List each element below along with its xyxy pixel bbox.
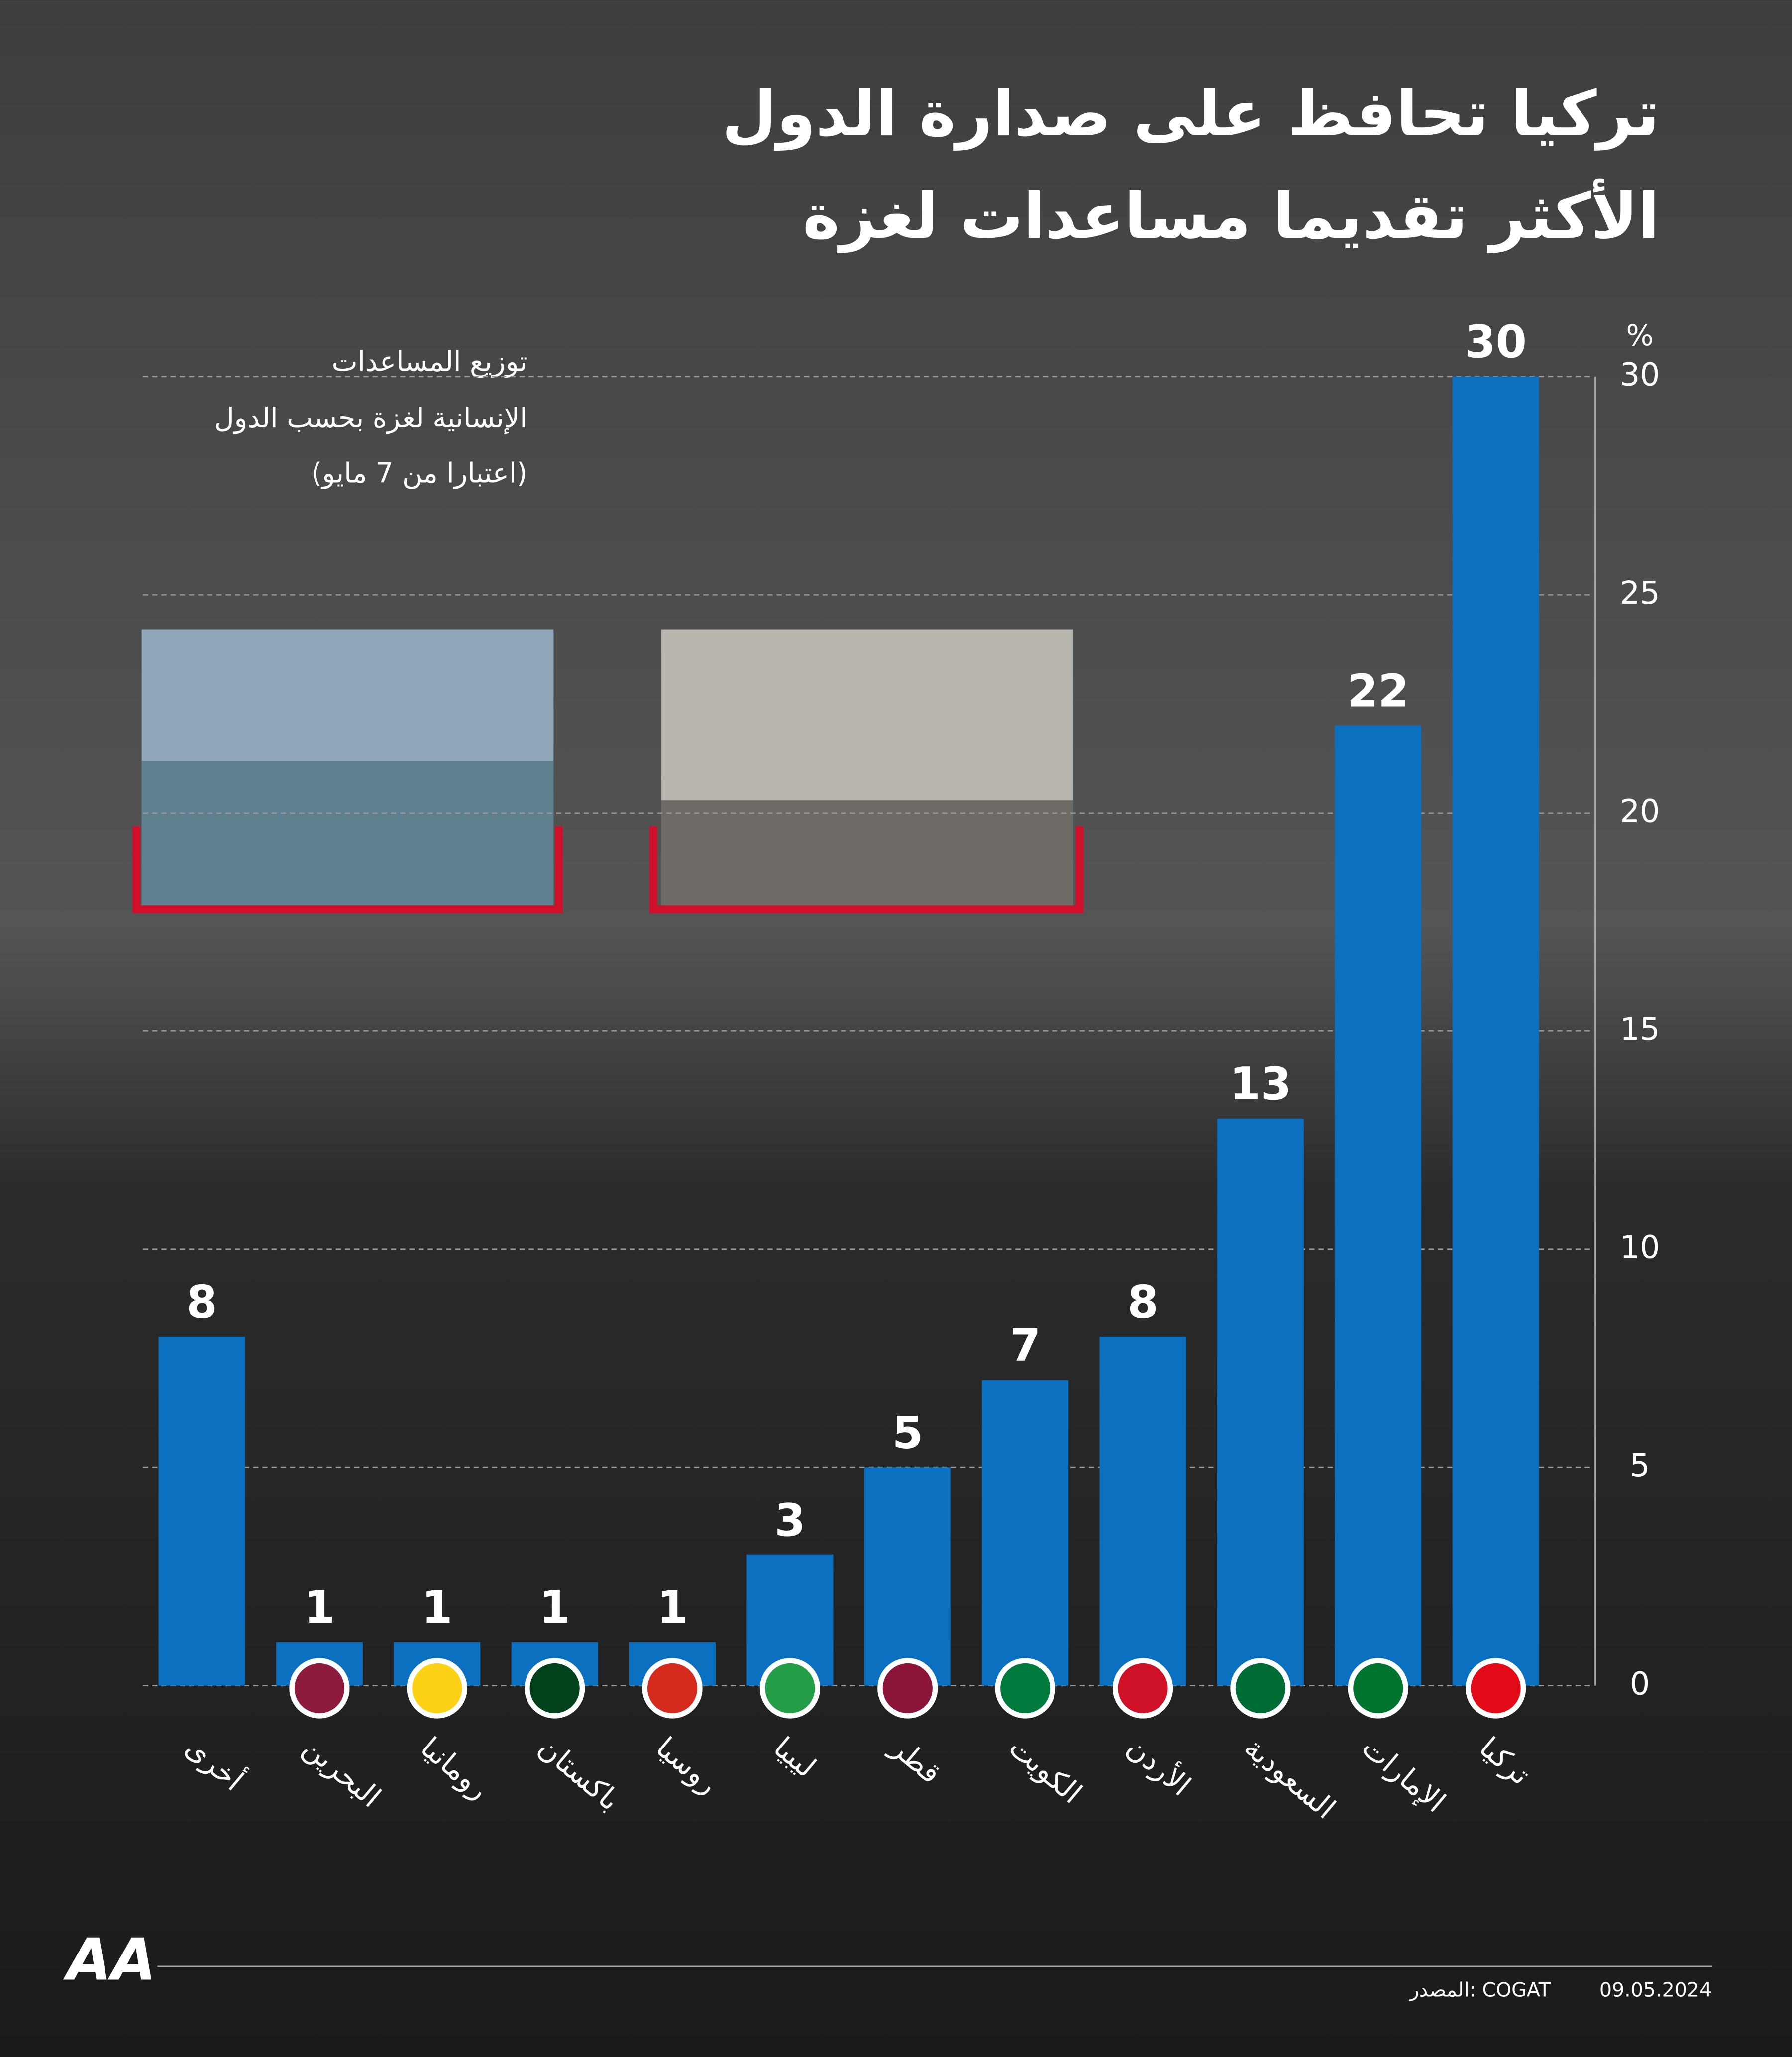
bar [982,1380,1069,1686]
subtitle: توزيع المساعدات [332,346,527,378]
subtitle: (اعتبارا من 7 مايو) [312,458,527,490]
value-label: 8 [186,1276,217,1328]
photo-frame [132,826,563,914]
flag-color [1471,1663,1521,1714]
subtitle: الإنسانية لغزة بحسب الدول [214,403,527,434]
y-tick-label: 15 [1620,1011,1660,1047]
photo-part [661,800,1073,906]
bar [1217,1118,1304,1686]
bar [864,1467,951,1686]
y-tick-label: 20 [1620,792,1660,829]
source: المصدر: COGAT [1409,1978,1551,2001]
bar [1452,376,1539,1686]
bar [158,1337,245,1686]
bar [1335,725,1422,1686]
chart-title: الأكثر تقديما مساعدات لغزة [803,179,1660,253]
flag-color [1000,1663,1051,1714]
y-tick-label: 0 [1630,1665,1650,1702]
value-label: 1 [422,1582,452,1634]
flag-color [412,1663,462,1714]
photos [132,629,1084,914]
value-label: 13 [1230,1058,1292,1110]
flag-color [882,1663,933,1714]
date: 09.05.2024 [1599,1978,1712,2001]
value-label: 3 [774,1495,805,1546]
y-unit: % [1626,318,1654,352]
y-tick-label: 30 [1620,356,1660,393]
logo: AA [63,1926,156,1993]
flag-color [529,1663,580,1714]
value-label: 22 [1347,666,1409,718]
value-label: 30 [1465,316,1527,368]
value-label: 1 [657,1582,688,1634]
y-tick-label: 5 [1630,1447,1650,1484]
chart-title: تركيا تحافظ على صدارة الدول [722,77,1659,151]
flag-color [1118,1663,1168,1714]
value-label: 1 [539,1582,570,1634]
bar [1099,1337,1186,1686]
y-tick-label: 10 [1620,1229,1660,1265]
value-label: 8 [1127,1276,1158,1328]
photo-part [141,761,554,906]
flag-color [765,1663,815,1714]
value-label: 7 [1010,1320,1041,1372]
y-tick-label: 25 [1620,574,1660,611]
flag-color [294,1663,344,1714]
value-label: 1 [304,1582,335,1634]
value-label: 5 [892,1407,923,1459]
photo-frame [649,826,1084,914]
flag-color [1235,1663,1286,1714]
flag-color [1353,1663,1403,1714]
flag-color [647,1663,698,1714]
